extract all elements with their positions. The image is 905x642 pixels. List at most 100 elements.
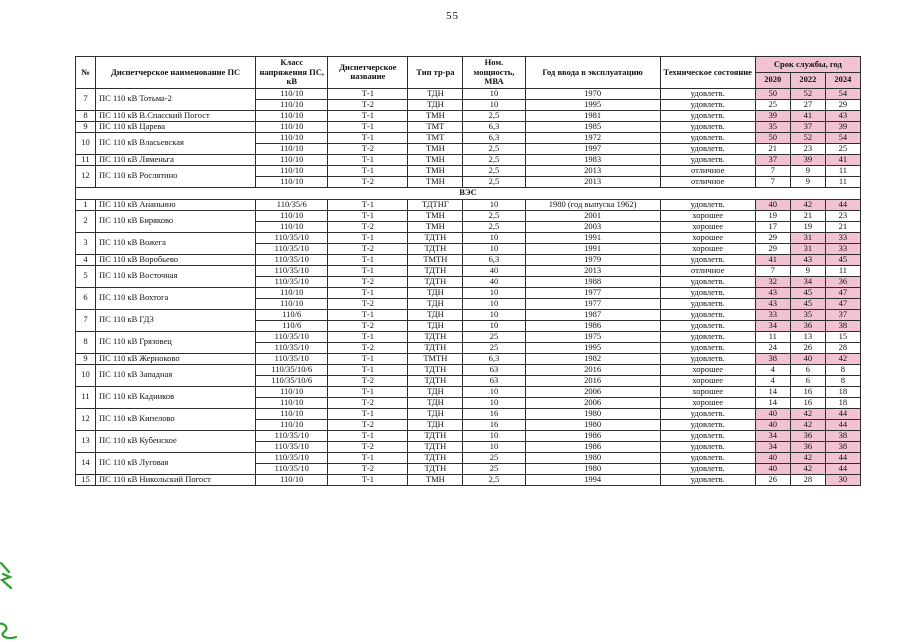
substation-name-cell: ПС 110 кВ Кипелово — [95, 407, 257, 431]
service-life-cell: 54 — [824, 131, 862, 144]
transformer-type-cell: ТДН — [407, 98, 464, 111]
service-life-cell: 42 — [789, 407, 826, 420]
voltage-class-cell: 110/35/10 — [255, 352, 329, 365]
nominal-power-cell: 6,3 — [462, 131, 526, 144]
row-number-cell: 5 — [74, 264, 97, 288]
transformer-type-cell: ТДТН — [407, 330, 464, 343]
service-life-cell: 33 — [824, 231, 862, 244]
col-header-service-life: Срок службы, год — [754, 56, 862, 73]
row-number-cell: 3 — [74, 231, 97, 255]
transformer-type-cell: ТДН — [407, 87, 464, 100]
col-header-year: Год ввода в эксплуатацию — [524, 56, 661, 89]
service-life-cell: 34 — [754, 429, 791, 442]
commission-year-cell: 2013 — [524, 264, 661, 277]
service-life-cell: 52 — [789, 87, 826, 100]
table-row: 14 ПС 110 кВ Луговая 110/35/10 Т-1 ТДТН 25 198… — [74, 451, 862, 475]
nominal-power-cell: 10 — [462, 198, 526, 211]
transformer-type-cell: ТДТН — [407, 264, 464, 277]
nominal-power-cell: 2,5 — [462, 175, 526, 188]
transformer-type-cell: ТДТН — [407, 231, 464, 244]
commission-year-cell: 1977 — [524, 286, 661, 299]
service-life-cell: 33 — [754, 308, 791, 321]
service-life-cell: 34 — [754, 440, 791, 453]
commission-year-cell: 1972 — [524, 131, 661, 144]
service-life-cell: 9 — [789, 175, 826, 188]
condition-cell: удовлетв. — [659, 462, 756, 475]
service-life-cell: 25 — [824, 142, 862, 155]
substation-name-cell: ПС 110 кВ Вожега — [95, 231, 257, 255]
commission-year-cell: 2013 — [524, 164, 661, 177]
commission-year-cell: 1983 — [524, 153, 661, 166]
transformer-type-cell: ТДТН — [407, 440, 464, 453]
col-header-dispatch-name: Диспетчерское название — [327, 56, 409, 89]
voltage-class-cell: 110/10 — [255, 209, 329, 222]
transformer-type-cell: ТДН — [407, 396, 464, 409]
service-life-cell: 31 — [789, 231, 826, 244]
service-life-cell: 39 — [754, 109, 791, 122]
substation-name-cell: ПС 110 кВ Вохтога — [95, 286, 257, 310]
service-life-cell: 21 — [824, 220, 862, 233]
nominal-power-cell: 2,5 — [462, 142, 526, 155]
nominal-power-cell: 10 — [462, 98, 526, 111]
commission-year-cell: 1988 — [524, 275, 661, 288]
commission-year-cell: 1977 — [524, 297, 661, 310]
service-life-cell: 23 — [824, 209, 862, 222]
table-row: 7 ПС 110 кВ Тотьма-2 110/10 Т-1 ТДН 10 1970 удо… — [74, 87, 862, 111]
row-number-cell: 1 — [74, 198, 97, 211]
transformer-type-cell: ТДТН — [407, 374, 464, 387]
commission-year-cell: 1982 — [524, 352, 661, 365]
service-life-cell: 17 — [754, 220, 791, 233]
condition-cell: хорошее — [659, 374, 756, 387]
commission-year-cell: 1991 — [524, 231, 661, 244]
service-life-cell: 36 — [789, 429, 826, 442]
transformer-type-cell: ТМТН — [407, 352, 464, 365]
service-life-cell: 23 — [789, 142, 826, 155]
service-life-cell: 19 — [789, 220, 826, 233]
table-row: 8 ПС 110 кВ В.Спасский Погост 110/10 Т-1 ТМН… — [74, 109, 862, 122]
transformer-name-cell: Т-1 — [327, 131, 409, 144]
col-header-name: Диспетчерское наименование ПС — [95, 56, 257, 89]
commission-year-cell: 1995 — [524, 341, 661, 354]
transformer-name-cell: Т-1 — [327, 209, 409, 222]
service-life-cell: 43 — [789, 253, 826, 266]
row-number-cell: 11 — [74, 385, 97, 409]
transformer-name-cell: Т-2 — [327, 275, 409, 288]
service-life-cell: 4 — [754, 374, 791, 387]
table-row: 110/35/10 Т-2 ТДТН 40 1988 удовлетв. 32 34 36 — [76, 275, 862, 288]
transformer-name-cell: Т-1 — [327, 330, 409, 343]
service-life-cell: 45 — [824, 253, 862, 266]
condition-cell: удовлетв. — [659, 275, 756, 288]
service-life-cell: 41 — [789, 109, 826, 122]
row-number-cell: 13 — [74, 429, 97, 453]
transformer-name-cell: Т-1 — [327, 352, 409, 365]
commission-year-cell: 1987 — [524, 308, 661, 321]
service-life-cell: 29 — [754, 242, 791, 255]
condition-cell: удовлетв. — [659, 330, 756, 343]
col-header-condition: Техническое состояние — [659, 56, 756, 89]
condition-cell: хорошее — [659, 209, 756, 222]
condition-cell: хорошее — [659, 231, 756, 244]
service-life-cell: 33 — [824, 242, 862, 255]
commission-year-cell: 1981 — [524, 109, 661, 122]
voltage-class-cell: 110/35/10 — [255, 242, 329, 255]
voltage-class-cell: 110/10 — [255, 175, 329, 188]
voltage-class-cell: 110/35/10 — [255, 440, 329, 453]
nominal-power-cell: 2,5 — [462, 164, 526, 177]
row-number-cell: 6 — [74, 286, 97, 310]
transformer-name-cell: Т-2 — [327, 297, 409, 310]
substation-name-cell: ПС 110 кВ Воробьево — [95, 253, 257, 266]
row-number-cell: 14 — [74, 451, 97, 475]
voltage-class-cell: 110/10 — [255, 109, 329, 122]
commission-year-cell: 1975 — [524, 330, 661, 343]
transformer-type-cell: ТМН — [407, 220, 464, 233]
transformer-type-cell: ТДТН — [407, 363, 464, 376]
col-header-2022: 2022 — [789, 71, 826, 89]
service-life-cell: 18 — [824, 385, 862, 398]
section-header-row: ВЭС — [75, 186, 861, 200]
voltage-class-cell: 110/10 — [255, 418, 329, 431]
service-life-cell: 16 — [789, 396, 826, 409]
service-life-cell: 28 — [789, 473, 826, 486]
table-row: 5 ПС 110 кВ Восточная 110/35/10 Т-1 ТДТН 40 20… — [74, 264, 862, 288]
condition-cell: удовлетв. — [659, 451, 756, 464]
commission-year-cell: 2016 — [524, 363, 661, 376]
